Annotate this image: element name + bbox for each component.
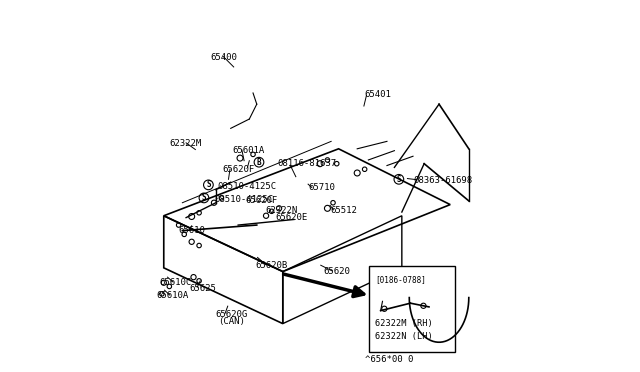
Text: 08116-81637: 08116-81637 — [277, 159, 337, 168]
Text: 08363-61698: 08363-61698 — [413, 176, 472, 185]
Text: 62322M: 62322M — [170, 139, 202, 148]
FancyBboxPatch shape — [369, 266, 455, 352]
Text: 65610A: 65610A — [156, 291, 189, 300]
Text: 65401: 65401 — [364, 90, 391, 99]
Text: 08510-4125C: 08510-4125C — [218, 182, 277, 190]
Text: 65610: 65610 — [178, 226, 205, 235]
Text: 62322N: 62322N — [265, 206, 297, 215]
Text: 65620B: 65620B — [255, 262, 287, 270]
Text: (CAN): (CAN) — [218, 317, 244, 326]
Text: S: S — [397, 175, 401, 184]
Text: B: B — [257, 158, 261, 167]
Text: 65620F: 65620F — [223, 165, 255, 174]
Text: [0186-0788]: [0186-0788] — [375, 275, 426, 284]
Text: 65400: 65400 — [211, 53, 237, 62]
Text: S: S — [206, 180, 211, 189]
Text: 65601A: 65601A — [232, 146, 265, 155]
Text: S: S — [202, 193, 206, 202]
Text: 65620E: 65620E — [275, 213, 308, 222]
Text: 62322M (RH): 62322M (RH) — [375, 319, 433, 328]
Text: 65620F: 65620F — [246, 196, 278, 205]
Text: 62322N (LH): 62322N (LH) — [375, 332, 433, 341]
Text: ^656*00 0: ^656*00 0 — [365, 355, 413, 364]
Text: 65620: 65620 — [324, 267, 351, 276]
Text: 65610C: 65610C — [159, 278, 191, 287]
Text: 65710: 65710 — [308, 183, 335, 192]
Text: 08510-4125C: 08510-4125C — [214, 195, 273, 203]
Text: 65620G: 65620G — [215, 310, 247, 319]
Text: 65625: 65625 — [189, 284, 216, 293]
Text: 65512: 65512 — [330, 206, 357, 215]
